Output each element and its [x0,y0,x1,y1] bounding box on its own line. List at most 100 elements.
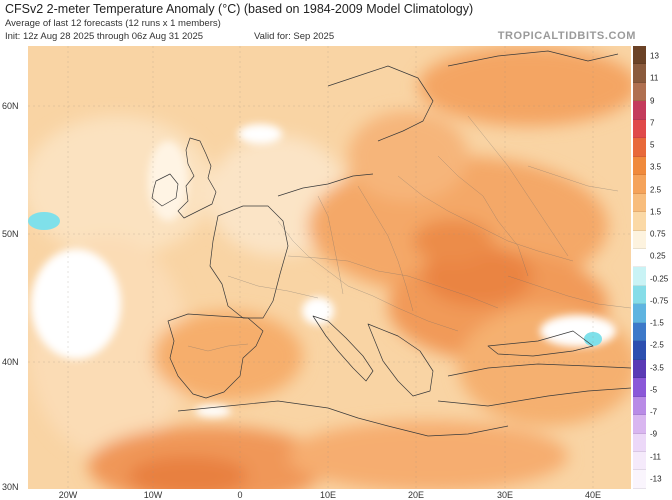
site-logo[interactable]: TROPICALTIDBITS.COM [497,30,636,42]
lon-label-30e: 30E [496,490,514,500]
colorbar-tick-label: -2.5 [650,340,664,350]
border-line [357,185,414,312]
coast-anatolia-south [437,387,631,407]
border-line [227,275,319,299]
colorbar-swatch [633,175,646,194]
neutral-zone-caucasus [540,315,616,347]
colorbar-swatch [633,322,646,342]
init-time: Init: 12z Aug 28 2025 through 06z Aug 31… [5,31,204,42]
valid-time: Valid for: Sep 2025 [254,31,335,42]
lon-label-10e: 10E [319,490,337,500]
neutral-zone-northsea [238,124,282,144]
graticule [28,46,631,489]
neutral-zones [31,124,616,417]
colorbar-swatch [633,101,646,120]
colorbar-swatch [633,230,646,249]
colorbar-swatch [633,138,646,157]
lat-label-50n: 50N [2,229,19,239]
coast-scandinavia [327,65,434,142]
colorbar-swatch [633,378,646,397]
border-line [287,255,499,309]
lon-label-10w: 10W [143,490,163,500]
colorbar-tick-label: 1.5 [650,207,662,217]
warm-zone-iberia [153,311,303,401]
lon-label-0: 0 [237,490,243,500]
colorbar-swatch [633,470,646,489]
page-title: CFSv2 2-meter Temperature Anomaly (°C) (… [5,2,474,16]
colorbar-tick-label: 11 [650,73,659,83]
colorbar-tick-label: -1.5 [650,318,664,328]
neutral-zone-gibraltar [195,405,231,417]
colorbar-swatch [633,248,646,268]
colorbar-swatch [633,396,646,416]
colorbar [633,46,646,489]
colorbar-tick-label: -7 [650,407,658,417]
coast-black-sea [487,330,594,357]
coast-north [447,50,619,67]
colorbar-tick-label: 5 [650,140,655,150]
colorbar-tick-label: 13 [650,51,659,61]
lat-label-30n: 30N [2,482,19,492]
border-line [467,115,569,257]
colorbar-tick-label: 3.5 [650,162,662,172]
coast-baltic-south [277,173,374,197]
neutral-zone-atlantic [31,249,121,359]
neutral-zone-ireland [148,141,188,221]
colorbar-swatch [633,415,646,434]
lon-label-20w: 20W [58,490,78,500]
border-line [317,195,344,295]
colorbar-tick-label: 0.25 [650,251,666,261]
border-line [277,220,459,332]
cool-anomaly-caucasus [584,332,602,346]
colorbar-swatch [633,156,646,176]
coast-italy [312,315,374,382]
header: CFSv2 2-meter Temperature Anomaly (°C) (… [0,0,672,46]
colorbar-tick-label: -9 [650,429,658,439]
colorbar-swatch [633,433,646,452]
hot-core-carpathia [413,219,493,263]
anomaly-map [28,46,631,489]
lon-label-40e: 40E [584,490,602,500]
coast-great-britain [177,137,217,219]
colorbar-tick-label: 2.5 [650,185,662,195]
colorbar-swatch [633,82,646,102]
coast-france [209,205,289,319]
colorbar-swatch [633,212,646,231]
borders [187,115,631,352]
border-line [437,155,529,277]
colorbar-swatch [633,341,646,360]
colorbar-swatch [633,46,646,65]
colorbar-tick-label: 7 [650,118,655,128]
colorbar-tick-label: -3.5 [650,363,664,373]
warm-zone-north [418,46,631,126]
border-line [527,165,619,192]
colorbar-swatch [633,193,646,213]
border-line [507,275,631,309]
border-line [397,175,574,262]
coast-ireland [151,173,179,207]
colorbar-tick-label: -0.75 [650,296,669,306]
colorbar-tick-label: 9 [650,96,655,106]
colorbar-tick-label: -0.25 [650,274,669,284]
lon-label-20e: 20E [407,490,425,500]
map-canvas [28,46,631,489]
border-line [187,343,249,352]
lat-label-60n: 60N [2,101,19,111]
colorbar-tick-label: -13 [650,474,662,484]
coast-anatolia-north [447,363,631,377]
subtitle: Average of last 12 forecasts (12 runs x … [5,18,221,29]
cool-anomaly-atlantic [28,212,60,230]
colorbar-tick-label: -11 [650,452,661,462]
neutral-zone-alps [302,297,334,325]
colorbar-swatch [633,119,646,139]
warm-zone-mediterranean [288,421,568,489]
colorbar-swatch [633,451,646,471]
lat-label-40n: 40N [2,357,19,367]
coast-north-africa [177,400,509,437]
colorbar-swatch [633,285,646,305]
hot-core-africa [128,456,248,489]
colorbar-tick-label: 0.75 [650,229,666,239]
colorbar-swatch [633,267,646,286]
warm-zone-baltic [348,111,468,201]
colorbar-swatch [633,359,646,379]
